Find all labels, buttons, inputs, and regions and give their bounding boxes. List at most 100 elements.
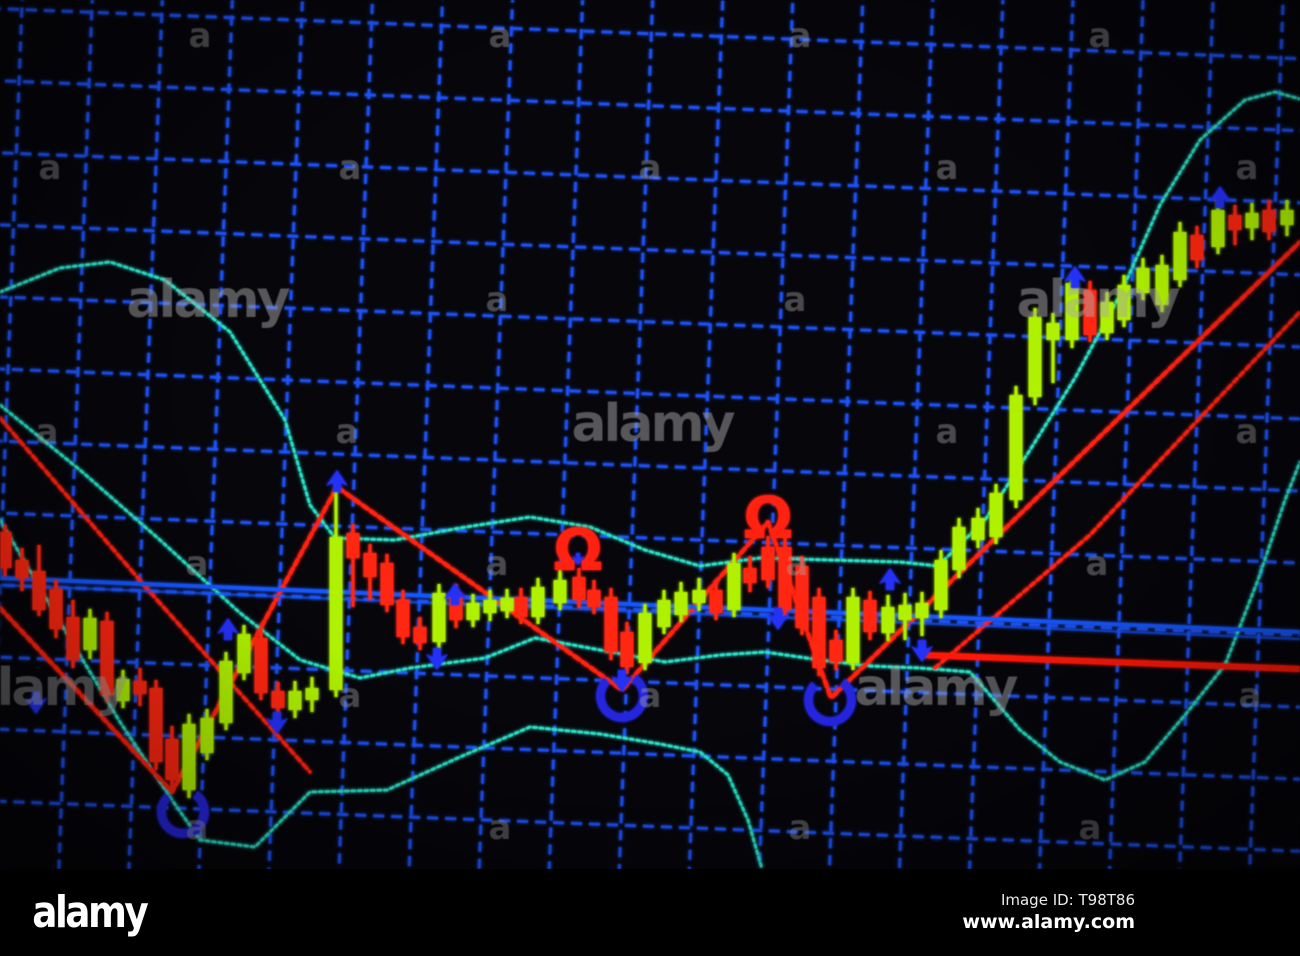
candle-up (83, 609, 97, 659)
down-arrow-icon (571, 553, 585, 566)
watermark-tile-a: a (639, 676, 662, 716)
candle-up (692, 578, 706, 611)
candle-down (761, 536, 775, 588)
candle-down (380, 554, 394, 612)
alamy-footer-bar: alamy Image ID: T98T86 www.alamy.com (0, 869, 1300, 956)
sell-omega-icon: Ω (553, 516, 602, 584)
candle-up (553, 570, 567, 610)
candle-up (727, 553, 741, 617)
watermark-tile-a: a (186, 808, 209, 848)
watermark-tile-a: a (39, 148, 62, 188)
down-arrow-icon (25, 692, 47, 714)
candle-up (846, 588, 860, 670)
up-arrow-icon (326, 470, 348, 492)
watermark-tile-a: a (189, 16, 212, 56)
alamy-watermark-text: alamy (571, 394, 734, 454)
candle-down (165, 726, 179, 788)
watermark-tile-a: a (789, 808, 812, 848)
watermark-tile-a: a (1236, 148, 1259, 188)
watermark-tile-a: a (486, 280, 509, 320)
candle-down (1083, 281, 1097, 342)
candle-up (674, 582, 688, 622)
candlestick-chart: ΩΩalamyalamyalamyalamyalamyaaaaaaaaaaaaa… (0, 0, 1300, 869)
candle-down (100, 612, 114, 702)
watermark-tile-a: a (639, 148, 662, 188)
alamy-watermark-text: alamy (0, 658, 128, 718)
candle-up (1009, 386, 1023, 508)
alamy-watermark-text: alamy (1016, 270, 1179, 330)
candle-up (1173, 222, 1187, 287)
candle-up (432, 584, 446, 649)
watermark-tile-a: a (339, 676, 362, 716)
candle-up (219, 652, 233, 730)
watermark-tile-a: a (786, 544, 809, 584)
candle-down (743, 556, 757, 592)
candle-up (1136, 258, 1150, 300)
candle-up (288, 681, 302, 718)
down-arrow-icon (911, 640, 933, 662)
candle-up (934, 550, 948, 618)
candle-down (514, 588, 528, 624)
watermark-tile-a: a (1079, 808, 1102, 848)
watermark-tile-a: a (936, 148, 959, 188)
watermark-tile-a: a (186, 544, 209, 584)
watermark-tile-a: a (1236, 412, 1259, 452)
candle-down (1228, 205, 1242, 245)
candle-down (254, 629, 268, 700)
sell-omega-icon: Ω (743, 484, 792, 552)
band-lower-line (0, 518, 764, 869)
candle-up (971, 508, 985, 548)
candle-up (200, 709, 214, 760)
grid-layer (0, 0, 1300, 869)
candle-down (1262, 200, 1276, 240)
candle-up (638, 604, 652, 670)
candles-layer (0, 197, 1294, 798)
candle-down (32, 545, 46, 616)
candle-down (363, 544, 377, 600)
watermark-tile-a: a (489, 808, 512, 848)
candle-down (863, 591, 877, 640)
candle-up (1155, 255, 1169, 312)
stop-level-line (921, 652, 1300, 672)
candle-up (500, 589, 514, 618)
candle-down (709, 580, 723, 620)
watermark-tile-a: a (336, 412, 359, 452)
chart-background (0, 0, 1300, 869)
candle-down (133, 668, 147, 706)
candle-down (271, 682, 285, 716)
candle-up (1280, 200, 1294, 236)
buy-circle-icon (596, 670, 648, 722)
candle-down (396, 590, 410, 644)
buy-circle-icon (804, 674, 856, 726)
watermark-tile-a: a (36, 412, 59, 452)
alamy-watermark-text: alamy (126, 270, 289, 330)
candle-down (604, 588, 618, 660)
watermark-tile-a: a (789, 16, 812, 56)
candle-up (1028, 308, 1042, 405)
down-arrow-icon (611, 670, 633, 692)
up-arrow-icon (1209, 186, 1231, 208)
down-arrow-icon (266, 712, 288, 734)
up-arrow-icon (444, 583, 466, 605)
candle-up (1245, 203, 1259, 240)
candle-up (182, 714, 196, 798)
up-arrow-icon (879, 568, 901, 590)
chart-area: ΩΩalamyalamyalamyalamyalamyaaaaaaaaaaaaa… (0, 0, 1300, 869)
candle-up (483, 590, 497, 621)
candle-up (952, 518, 966, 578)
watermark-tile-a: a (936, 412, 959, 452)
band-upper-line (0, 90, 1300, 568)
candle-down (149, 680, 163, 770)
watermark-tile-a: a (1089, 16, 1112, 56)
watermark-tile-a: a (339, 148, 362, 188)
candle-up (881, 595, 895, 641)
candle-up (531, 578, 545, 624)
candle-down (812, 588, 826, 676)
image-id-label: Image ID: T98T86 (1000, 890, 1135, 909)
band-middle-line (0, 403, 1300, 782)
candle-down (778, 538, 792, 617)
candle-down (587, 580, 601, 614)
candle-up (116, 670, 130, 708)
